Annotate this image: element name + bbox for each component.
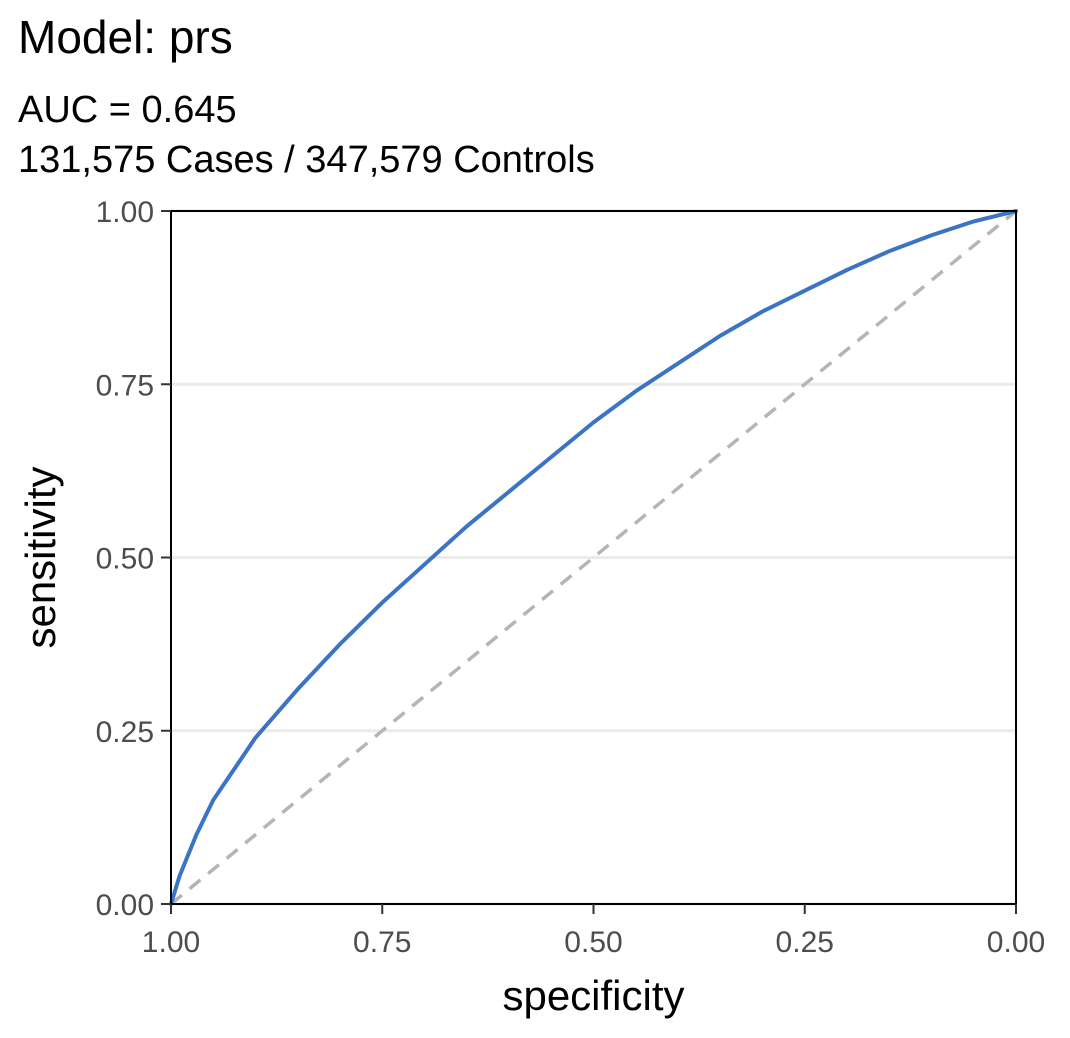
x-tick-label-3: 0.25: [776, 926, 834, 959]
y-tick-label-3: 0.75: [96, 369, 154, 402]
y-axis-label: sensitivity: [17, 466, 64, 648]
chart-subtitle-auc: AUC = 0.645: [18, 89, 237, 131]
y-tick-label-2: 0.50: [96, 543, 154, 576]
chart-title: Model: prs: [18, 11, 233, 63]
x-tick-label-2: 0.50: [564, 926, 622, 959]
y-axis: 0.00 0.25 0.50 0.75 1.00: [96, 196, 171, 922]
gridlines: [171, 209, 1016, 906]
y-tick-label-0: 0.00: [96, 889, 154, 922]
y-tick-label-1: 0.25: [96, 716, 154, 749]
x-axis-label: specificity: [502, 972, 684, 1019]
roc-curve-line: [169, 209, 1018, 906]
chart-subtitle-counts: 131,575 Cases / 347,579 Controls: [18, 139, 595, 181]
x-axis: 1.00 0.75 0.50 0.25 0.00: [142, 904, 1045, 959]
y-tick-label-4: 1.00: [96, 196, 154, 229]
x-tick-label-4: 0.00: [987, 926, 1045, 959]
x-tick-label-1: 0.75: [353, 926, 411, 959]
x-tick-label-0: 1.00: [142, 926, 200, 959]
